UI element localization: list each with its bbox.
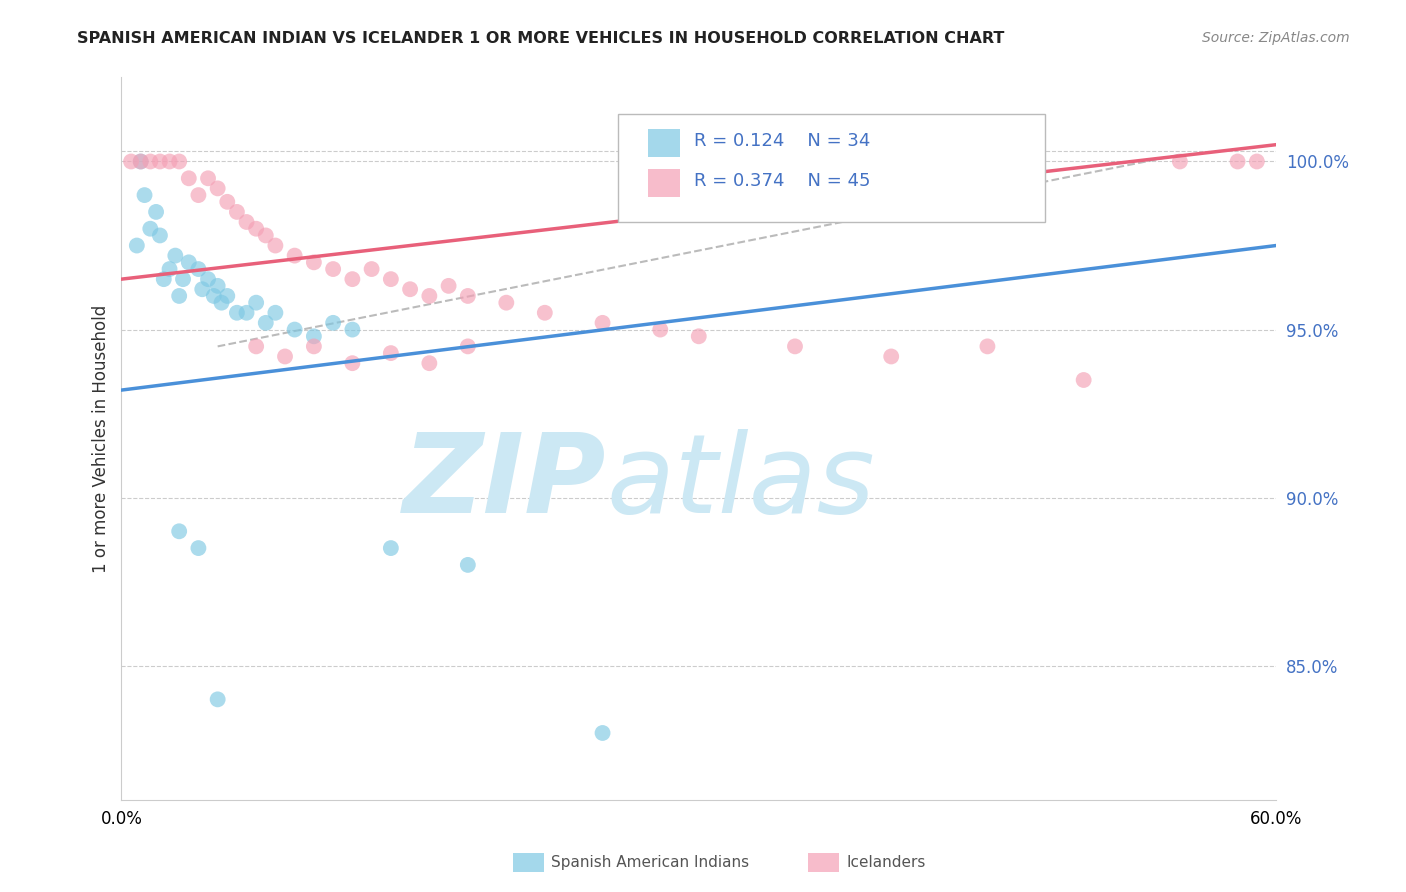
- Point: [284, 322, 307, 336]
- Point: [167, 154, 190, 169]
- Point: [1246, 154, 1268, 169]
- Point: [342, 322, 364, 336]
- Point: [322, 316, 344, 330]
- Point: [418, 289, 440, 303]
- Point: [187, 262, 209, 277]
- Point: [165, 249, 187, 263]
- Point: [418, 356, 440, 370]
- Point: [274, 350, 297, 364]
- Point: [235, 306, 257, 320]
- Point: [159, 154, 181, 169]
- Point: [202, 289, 225, 303]
- FancyBboxPatch shape: [619, 113, 1045, 222]
- Point: [245, 295, 267, 310]
- Point: [1226, 154, 1249, 169]
- Point: [167, 289, 190, 303]
- Point: [207, 278, 229, 293]
- Point: [342, 356, 364, 370]
- Point: [302, 255, 325, 269]
- Point: [1168, 154, 1191, 169]
- Text: R = 0.124    N = 34: R = 0.124 N = 34: [695, 132, 870, 150]
- Point: [139, 221, 162, 235]
- Point: [880, 350, 903, 364]
- Point: [217, 194, 239, 209]
- Point: [207, 181, 229, 195]
- Point: [380, 346, 402, 360]
- Point: [172, 272, 194, 286]
- Point: [245, 221, 267, 235]
- Point: [650, 322, 672, 336]
- Point: [783, 339, 806, 353]
- Text: Icelanders: Icelanders: [846, 855, 925, 870]
- Point: [533, 306, 555, 320]
- Point: [139, 154, 162, 169]
- Text: R = 0.374    N = 45: R = 0.374 N = 45: [695, 172, 870, 190]
- Text: SPANISH AMERICAN INDIAN VS ICELANDER 1 OR MORE VEHICLES IN HOUSEHOLD CORRELATION: SPANISH AMERICAN INDIAN VS ICELANDER 1 O…: [77, 31, 1005, 46]
- Point: [225, 205, 247, 219]
- Bar: [648, 169, 681, 197]
- Point: [129, 154, 152, 169]
- Point: [191, 282, 214, 296]
- Point: [134, 188, 156, 202]
- Point: [380, 272, 402, 286]
- Bar: [648, 129, 681, 157]
- Point: [207, 692, 229, 706]
- Point: [976, 339, 998, 353]
- Point: [149, 154, 172, 169]
- Point: [217, 289, 239, 303]
- Point: [688, 329, 710, 343]
- Text: Spanish American Indians: Spanish American Indians: [551, 855, 749, 870]
- Text: atlas: atlas: [606, 429, 875, 536]
- Point: [592, 316, 614, 330]
- Point: [254, 228, 277, 243]
- Point: [254, 316, 277, 330]
- Point: [149, 228, 172, 243]
- Point: [322, 262, 344, 277]
- Point: [187, 188, 209, 202]
- Point: [152, 272, 174, 286]
- Point: [360, 262, 382, 277]
- Point: [302, 329, 325, 343]
- Point: [495, 295, 517, 310]
- Point: [187, 541, 209, 555]
- Text: ZIP: ZIP: [404, 429, 606, 536]
- Point: [159, 262, 181, 277]
- Point: [235, 215, 257, 229]
- Point: [167, 524, 190, 539]
- Point: [129, 154, 152, 169]
- Y-axis label: 1 or more Vehicles in Household: 1 or more Vehicles in Household: [93, 305, 110, 573]
- Point: [399, 282, 422, 296]
- Point: [264, 238, 287, 252]
- Point: [177, 171, 200, 186]
- Point: [592, 726, 614, 740]
- Point: [302, 339, 325, 353]
- Point: [437, 278, 460, 293]
- Point: [197, 272, 219, 286]
- Point: [284, 249, 307, 263]
- Point: [457, 558, 479, 572]
- Point: [380, 541, 402, 555]
- Point: [125, 238, 148, 252]
- Point: [342, 272, 364, 286]
- Point: [457, 289, 479, 303]
- Point: [120, 154, 142, 169]
- Point: [457, 339, 479, 353]
- Point: [177, 255, 200, 269]
- Point: [245, 339, 267, 353]
- Point: [197, 171, 219, 186]
- Point: [1073, 373, 1095, 387]
- Text: Source: ZipAtlas.com: Source: ZipAtlas.com: [1202, 31, 1350, 45]
- Point: [211, 295, 233, 310]
- Point: [225, 306, 247, 320]
- Point: [145, 205, 167, 219]
- Point: [264, 306, 287, 320]
